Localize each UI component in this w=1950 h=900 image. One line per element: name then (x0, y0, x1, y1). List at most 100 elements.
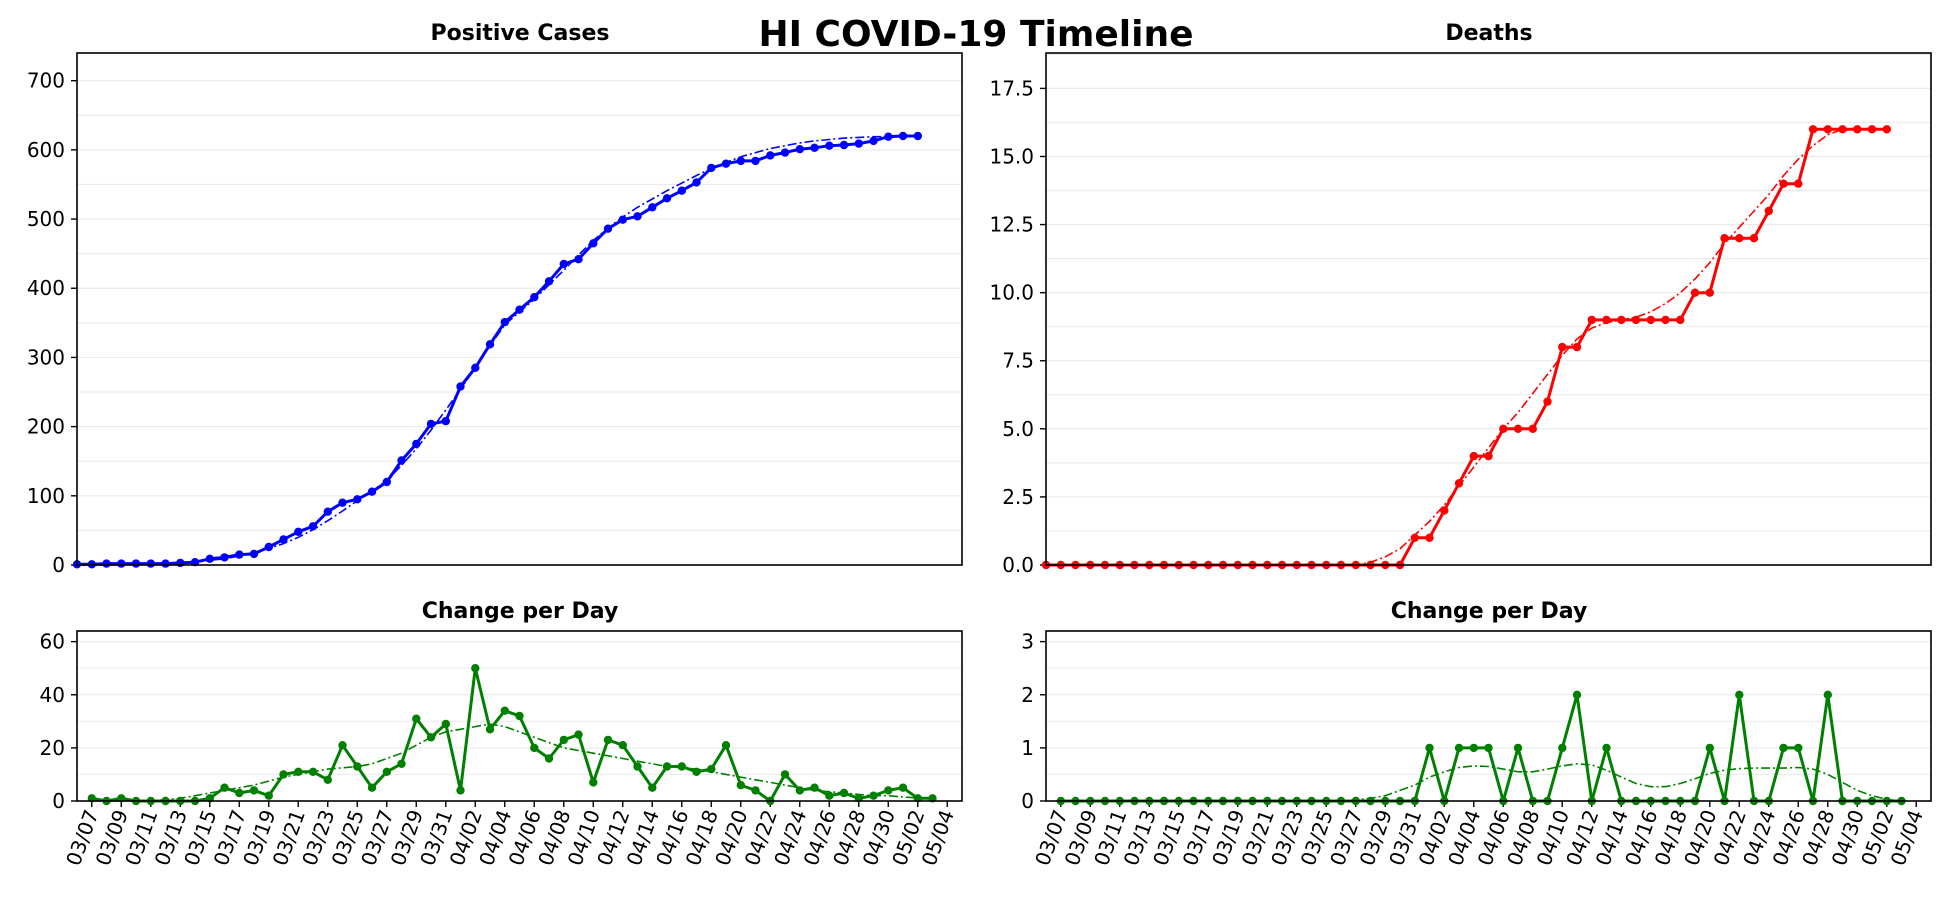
data-point (633, 762, 642, 771)
data-point (530, 743, 539, 753)
plot-frame (1045, 52, 1932, 566)
data-point (884, 132, 893, 141)
y-tick-label: 60 (40, 630, 65, 654)
y-tick-label: 10.0 (989, 281, 1034, 305)
y-tick-label: 600 (27, 138, 65, 162)
data-point (648, 783, 657, 792)
data-point (235, 550, 244, 559)
data-point (353, 762, 362, 771)
data-point (692, 178, 701, 187)
data-point (471, 363, 480, 372)
data-point (1690, 288, 1700, 297)
data-point (839, 788, 849, 798)
data-point (456, 382, 465, 391)
y-tick-label: 2 (1021, 683, 1034, 707)
data-point (1808, 125, 1818, 134)
data-point (264, 791, 273, 800)
deaths-title: Deaths (1445, 21, 1532, 46)
data-point (367, 783, 377, 792)
data-point (117, 559, 126, 568)
cases-title: Positive Cases (431, 21, 610, 46)
data-point (751, 786, 760, 795)
data-point (264, 542, 273, 552)
cases-panel: Positive Cases 0 100 200 300 400 500 600 700 (27, 21, 963, 577)
data-point (1882, 125, 1892, 134)
data-point (1454, 743, 1464, 753)
data-point (338, 498, 347, 507)
data-point (176, 558, 185, 568)
data-point (1705, 288, 1715, 297)
data-point (1558, 342, 1567, 352)
data-point (323, 507, 332, 516)
data-point (1720, 234, 1729, 243)
data-point (1749, 234, 1759, 243)
y-tick-label: 400 (27, 276, 65, 300)
data-point (707, 163, 716, 173)
data-point (603, 735, 613, 745)
data-point (131, 559, 141, 568)
data-point (1676, 315, 1685, 325)
y-tick-label: 0 (1021, 789, 1034, 813)
data-point (603, 224, 613, 233)
data-point (1779, 743, 1788, 753)
data-point (544, 277, 554, 286)
data-point (294, 767, 303, 776)
data-point (146, 559, 155, 568)
data-point (500, 317, 509, 327)
data-point (279, 535, 288, 544)
data-point (500, 706, 509, 715)
y-tick-label: 100 (27, 484, 65, 508)
data-point (721, 741, 731, 750)
data-point (220, 783, 229, 792)
y-tick-label: 7.5 (1002, 349, 1034, 373)
deaths-change-panel: Change per Day 012303/0703/0903/1103/130… (1021, 599, 1932, 869)
data-point (1735, 234, 1744, 243)
data-point (1794, 743, 1803, 753)
data-point (1631, 315, 1641, 325)
y-tick-label: 0 (52, 553, 65, 577)
data-point (1425, 533, 1434, 542)
series-line (77, 134, 918, 566)
cases-plot-area: 0 100 200 300 400 500 600 700 (27, 52, 963, 577)
plot-frame (76, 630, 963, 802)
y-tick-label: 0.0 (1002, 553, 1034, 577)
y-tick-label: 2.5 (1002, 485, 1034, 509)
data-point (441, 416, 450, 426)
data-point (633, 212, 642, 221)
data-point (544, 754, 554, 763)
data-point (1440, 506, 1449, 515)
y-tick-label: 17.5 (989, 76, 1034, 100)
data-point (1794, 179, 1803, 188)
data-point (1705, 743, 1715, 753)
data-point (1646, 315, 1656, 325)
data-point (810, 783, 819, 792)
data-point (574, 730, 583, 739)
data-point (854, 139, 863, 148)
data-point (898, 783, 908, 792)
data-point (279, 770, 288, 779)
data-point (1823, 690, 1833, 699)
data-point (1617, 315, 1626, 325)
data-point (1454, 479, 1464, 488)
data-point (780, 148, 790, 157)
data-point (235, 788, 244, 798)
y-tick-label: 700 (27, 69, 65, 93)
data-point (249, 786, 259, 795)
data-point (1499, 424, 1508, 433)
data-point (1469, 743, 1479, 753)
data-point (825, 791, 834, 800)
data-point (1513, 743, 1523, 753)
data-point (530, 293, 539, 302)
data-point (441, 719, 450, 729)
trend-line (1046, 128, 1887, 566)
data-point (677, 186, 686, 195)
data-point (766, 151, 775, 160)
data-point (721, 159, 731, 168)
plot-frame (1045, 630, 1932, 802)
y-tick-label: 1 (1021, 736, 1034, 760)
data-point (810, 143, 819, 152)
data-point (382, 477, 391, 487)
data-point (869, 791, 878, 800)
data-point (736, 780, 745, 790)
